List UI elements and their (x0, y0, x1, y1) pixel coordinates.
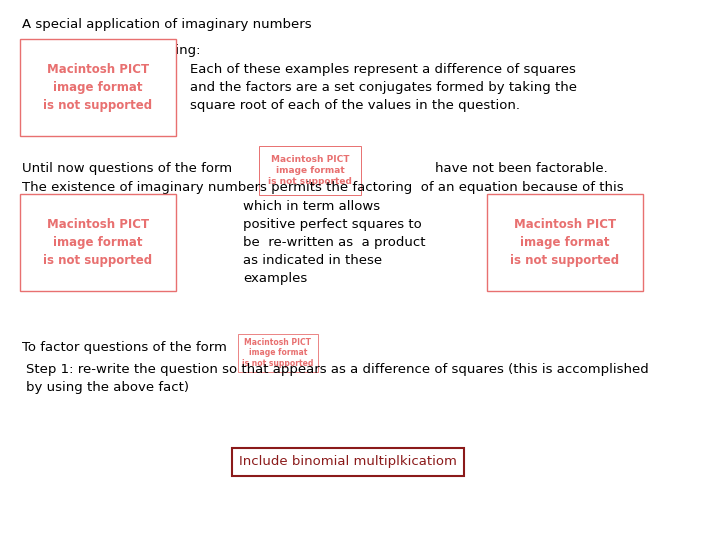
Text: be  re-written as  a product: be re-written as a product (243, 236, 426, 249)
Text: To factor questions of the form: To factor questions of the form (22, 341, 227, 354)
Text: Until now questions of the form: Until now questions of the form (22, 162, 232, 175)
Text: have not been factorable.: have not been factorable. (435, 162, 608, 175)
Text: Macintosh PICT
image format
is not supported: Macintosh PICT image format is not suppo… (43, 63, 153, 112)
Text: A special application of imaginary numbers: A special application of imaginary numbe… (22, 18, 312, 31)
Text: Macintosh PICT
image format
is not supported: Macintosh PICT image format is not suppo… (510, 218, 620, 267)
Text: Include binomial multiplkicatiom: Include binomial multiplkicatiom (239, 456, 457, 469)
Text: basic fact: basic fact (22, 200, 86, 213)
FancyBboxPatch shape (232, 448, 464, 476)
Text: Step 1: re-write the question so that appears as a difference of squares (this i: Step 1: re-write the question so that ap… (26, 363, 649, 376)
Text: Macintosh PICT
image format
is not supported: Macintosh PICT image format is not suppo… (243, 338, 314, 368)
Text: Macintosh PICT
image format
is not supported: Macintosh PICT image format is not suppo… (268, 155, 352, 186)
Text: which in term allows: which in term allows (243, 200, 380, 213)
Text: by using the above fact): by using the above fact) (26, 381, 189, 394)
Text: The existence of imaginary numbers permits the factoring  of an equation because: The existence of imaginary numbers permi… (22, 181, 624, 194)
Text: examples: examples (243, 272, 307, 285)
Text: Each of these examples represent a difference of squares
and the factors are a s: Each of these examples represent a diffe… (190, 63, 577, 112)
Text: A quick focus on factoring:: A quick focus on factoring: (22, 44, 200, 57)
Text: positive perfect squares to: positive perfect squares to (243, 218, 422, 231)
Text: as indicated in these: as indicated in these (243, 254, 382, 267)
Text: Macintosh PICT
image format
is not supported: Macintosh PICT image format is not suppo… (43, 218, 153, 267)
